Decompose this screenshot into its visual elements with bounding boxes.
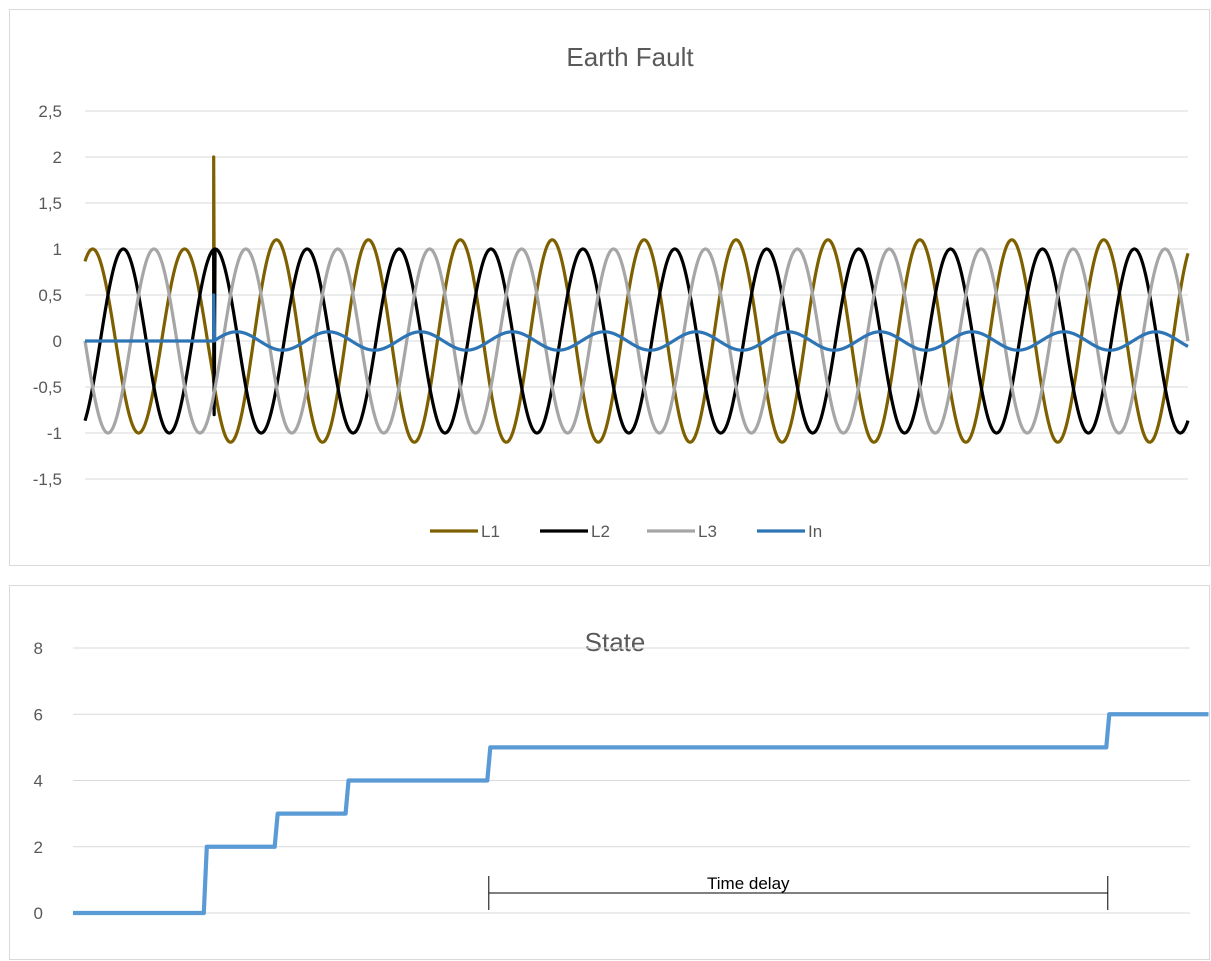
y-tick-label: 4 (34, 772, 43, 791)
legend-label-l1: L1 (481, 522, 500, 541)
y-tick-label: 2 (34, 838, 43, 857)
earth-fault-plot: Earth Fault 2,5 2 1,5 1 0,5 0 -0,5 -1 -1,5 L1 L2 L… (33, 42, 1190, 541)
series-line-l3 (83, 247, 1190, 435)
state-step-line (73, 712, 1209, 916)
earth-fault-chart: Earth Fault 2,5 2 1,5 1 0,5 0 -0,5 -1 -1,5 L1 L2 L… (9, 9, 1210, 566)
y-tick-label: 1 (53, 240, 62, 259)
y-tick-label: 6 (34, 705, 43, 724)
state-plot: State 8 6 4 2 0 Time delay (34, 627, 1209, 923)
legend-label-l2: L2 (591, 522, 610, 541)
y-tick-label: -0,5 (33, 378, 62, 397)
y-tick-label: 8 (34, 639, 43, 658)
y-tick-label: 2 (53, 148, 62, 167)
series-line-in (83, 293, 1190, 352)
y-tick-label: 2,5 (38, 102, 62, 121)
time-delay-label: Time delay (707, 874, 790, 893)
legend-label-in: In (808, 522, 822, 541)
y-tick-label: -1 (47, 424, 62, 443)
y-tick-label: 0,5 (38, 286, 62, 305)
state-title: State (585, 627, 646, 657)
legend-label-l3: L3 (698, 522, 717, 541)
earth-fault-title: Earth Fault (566, 42, 694, 72)
y-tick-label: 0 (53, 332, 62, 351)
y-tick-label: 0 (34, 904, 43, 923)
y-tick-label: 1,5 (38, 194, 62, 213)
series-line-l1 (83, 155, 1190, 444)
state-chart: State 8 6 4 2 0 Time delay (9, 585, 1210, 960)
series-line-l2 (83, 247, 1190, 435)
y-tick-label: -1,5 (33, 470, 62, 489)
